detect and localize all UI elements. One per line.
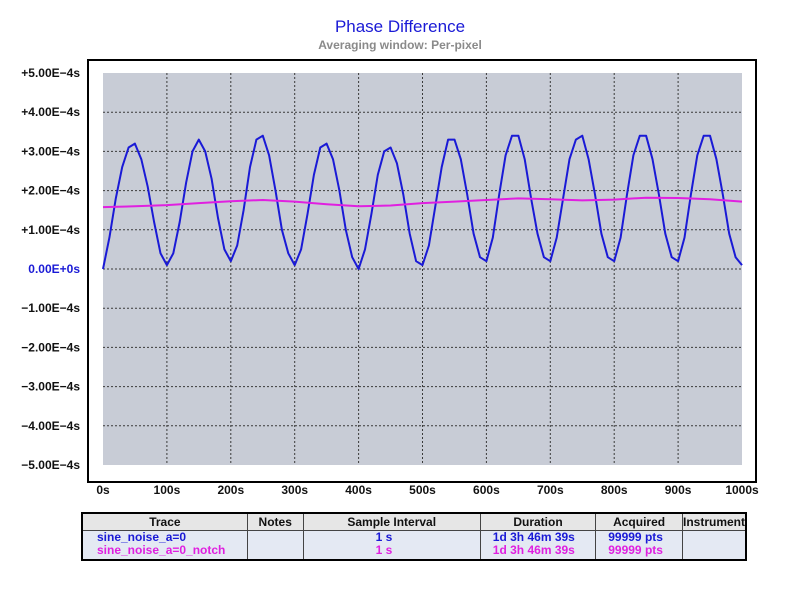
duration-2: 1d 3h 46m 39s [492, 543, 575, 557]
header-duration[interactable]: Duration [479, 512, 597, 531]
acquired-2: 99999 pts [608, 543, 663, 557]
header-notes[interactable]: Notes [246, 512, 304, 531]
x-tick-label: 0s [96, 483, 110, 497]
y-tick-label: +5.00E−4s [21, 66, 80, 80]
instrument-2 [683, 544, 745, 557]
header-trace[interactable]: Trace [81, 512, 248, 531]
y-tick-label: +4.00E−4s [21, 105, 80, 119]
chart-subtitle: Averaging window: Per-pixel [318, 38, 482, 52]
x-tick-label: 100s [154, 483, 181, 497]
duration-cell: 1d 3h 46m 39s 1d 3h 46m 39s [479, 530, 597, 560]
x-tick-label: 200s [217, 483, 244, 497]
x-tick-label: 900s [665, 483, 692, 497]
series-lines [102, 134, 743, 270]
x-tick-label: 800s [601, 483, 628, 497]
notes-cell [246, 530, 304, 560]
notes-2 [248, 544, 303, 557]
trace-name-2[interactable]: sine_noise_a=0_notch [97, 543, 226, 557]
trace-cell: sine_noise_a=0 sine_noise_a=0_notch [81, 530, 248, 560]
series-line-2 [102, 196, 743, 209]
y-tick-label: −2.00E−4s [21, 340, 80, 354]
header-acquired[interactable]: Acquired [595, 512, 683, 531]
y-tick-label: −5.00E−4s [21, 458, 80, 472]
header-sample-interval[interactable]: Sample Interval [302, 512, 481, 531]
phase-difference-chart: +5.00E−4s +4.00E−4s +3.00E−4s +2.00E−4s +1.0… [21, 59, 759, 497]
x-axis-ticks: 0s 100s 200s 300s 400s 500s 600s 700s 800s 900s 10… [96, 483, 759, 497]
y-tick-label: +3.00E−4s [21, 144, 80, 158]
notes-1 [248, 531, 303, 544]
header-instrument[interactable]: Instrument [681, 512, 747, 531]
chart-title: Phase Difference [334, 17, 466, 36]
instrument-cell [681, 530, 747, 560]
instrument-1 [683, 531, 745, 544]
x-tick-label: 600s [473, 483, 500, 497]
x-tick-label: 300s [281, 483, 308, 497]
legend-header-row: Trace Notes Sample Interval Duration Acq… [81, 512, 747, 531]
sample-interval-1: 1 s [375, 530, 393, 544]
trace-legend-table: Trace Notes Sample Interval Duration Acq… [81, 512, 747, 561]
sample-interval-cell: 1 s 1 s [302, 530, 481, 560]
legend-data-row: sine_noise_a=0 sine_noise_a=0_notch 1 s … [81, 530, 747, 560]
x-tick-label: 400s [345, 483, 372, 497]
y-tick-label: +1.00E−4s [21, 223, 80, 237]
sample-interval-2: 1 s [375, 543, 393, 557]
x-tick-label: 500s [409, 483, 436, 497]
y-tick-label: 0.00E+0s [28, 262, 80, 276]
grid-lines [103, 73, 742, 465]
trace-name-1[interactable]: sine_noise_a=0 [97, 530, 187, 544]
y-tick-label: −1.00E−4s [21, 301, 80, 315]
x-tick-label: 700s [537, 483, 564, 497]
y-tick-label: −4.00E−4s [21, 419, 80, 433]
acquired-1: 99999 pts [608, 530, 663, 544]
duration-1: 1d 3h 46m 39s [492, 530, 575, 544]
acquired-cell: 99999 pts 99999 pts [595, 530, 683, 560]
y-tick-label: −3.00E−4s [21, 380, 80, 394]
y-tick-label: +2.00E−4s [21, 184, 80, 198]
series-line-1 [102, 134, 743, 270]
y-axis-ticks: +5.00E−4s +4.00E−4s +3.00E−4s +2.00E−4s +1.0… [21, 66, 80, 472]
x-tick-label: 1000s [725, 483, 759, 497]
